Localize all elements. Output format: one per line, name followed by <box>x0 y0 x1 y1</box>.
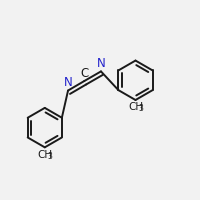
Text: CH: CH <box>128 102 143 112</box>
Text: 3: 3 <box>139 104 143 113</box>
Text: N: N <box>97 57 106 70</box>
Text: C: C <box>80 67 89 80</box>
Text: N: N <box>64 76 73 89</box>
Text: 3: 3 <box>48 152 53 161</box>
Text: CH: CH <box>37 150 52 160</box>
